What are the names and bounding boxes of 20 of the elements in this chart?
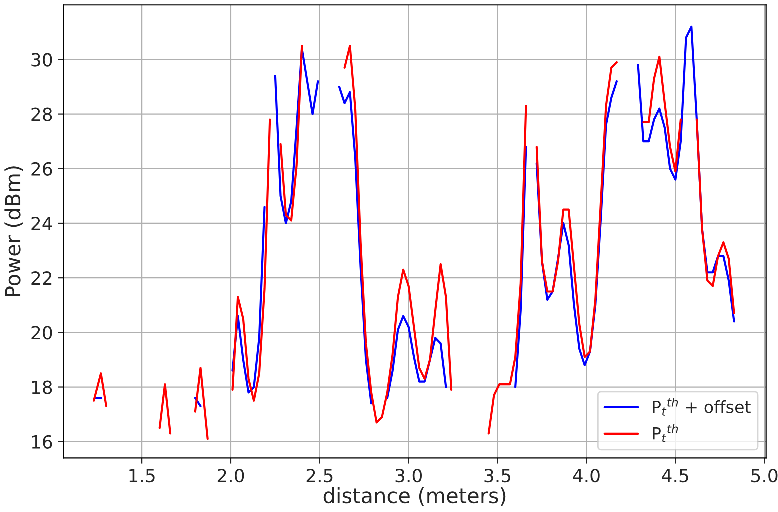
legend-label: P$_{t}$$^{th}$ + offset xyxy=(653,398,751,416)
y-tick-label: 16 xyxy=(32,435,52,449)
y-tick-label: 26 xyxy=(32,162,52,176)
y-tick-label: 20 xyxy=(32,326,52,340)
y-tick-label: 18 xyxy=(32,380,52,394)
y-tick-label: 28 xyxy=(32,108,52,122)
x-tick-label: 5.0 xyxy=(752,468,778,483)
y-tick-label: 24 xyxy=(32,216,52,230)
y-tick-label: 22 xyxy=(32,272,52,285)
y-tick-label: 30 xyxy=(32,53,52,67)
x-tick-label: 3.0 xyxy=(396,468,422,483)
x-tick-label: 2.0 xyxy=(218,468,244,483)
x-tick-label: 4.5 xyxy=(662,469,688,483)
y-axis-title: Power (dBm) xyxy=(4,166,24,296)
x-axis-title: distance (meters) xyxy=(324,488,506,506)
x-tick-label: 4.0 xyxy=(573,468,600,483)
legend-label: P$_{t}$$^{th}$ xyxy=(653,424,678,442)
x-tick-label: 2.5 xyxy=(306,468,333,483)
x-tick-label: 1.5 xyxy=(130,469,155,483)
x-tick-label: 3.5 xyxy=(484,468,511,483)
